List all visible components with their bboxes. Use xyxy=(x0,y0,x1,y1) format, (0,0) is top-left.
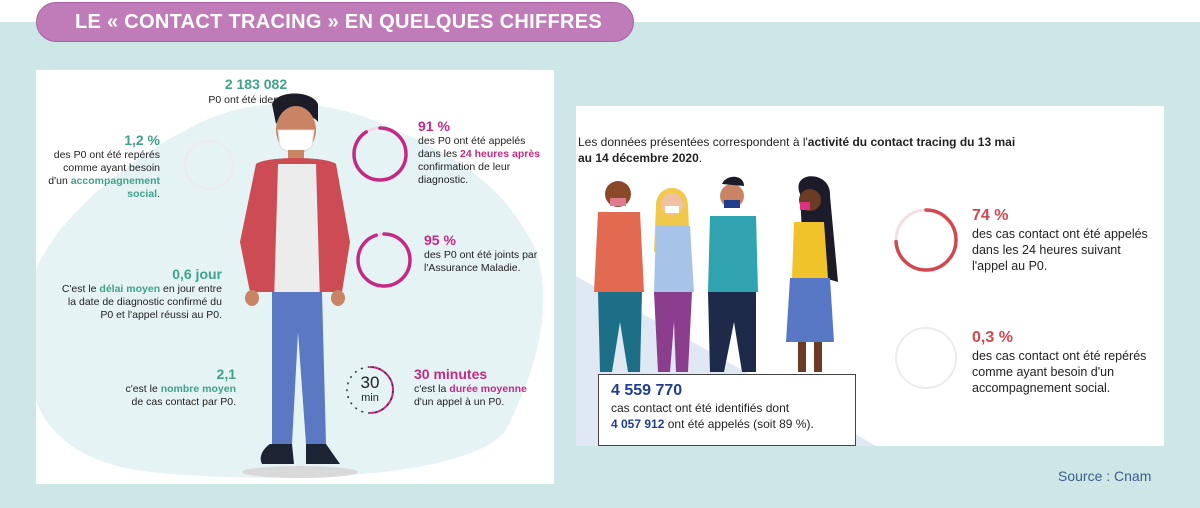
clock-number: 30 xyxy=(360,373,380,392)
joined-line2: l'Assurance Maladie. xyxy=(424,262,521,274)
contacts-called-text: ont été appelés (soit 89 %). xyxy=(664,417,814,431)
people-group-illustration xyxy=(594,176,838,372)
duration-line1: c'est la durée moyenne xyxy=(414,383,554,396)
clock-unit: min xyxy=(361,392,379,404)
contacts-identified-line2: 4 057 912 ont été appelés (soit 89 %). xyxy=(611,416,843,432)
delay-line1: C'est le délai moyen en jour entre xyxy=(38,283,222,296)
average-contacts-block: 2,1 c'est le nombre moyen de cas contact… xyxy=(66,366,236,409)
duration-line2: d'un appel à un P0. xyxy=(414,396,505,408)
joined-gauge xyxy=(356,232,412,288)
contacts-called-24h-gauge xyxy=(894,208,958,272)
contacts-called-value: 4 057 912 xyxy=(611,417,665,431)
p0-identified-text: P0 ont été identifiés. xyxy=(208,94,304,106)
delay-block: 0,6 jour C'est le délai moyen en jour en… xyxy=(38,266,222,322)
duration-line1-pre: c'est la xyxy=(414,383,450,395)
contacts-accompaniment-line1: des cas contact ont été repérés xyxy=(972,349,1147,363)
accompaniment-line1: des P0 ont été repérés xyxy=(53,149,160,161)
called-24h-value: 91 % xyxy=(418,118,450,134)
delay-line1-hl: délai moyen xyxy=(99,283,161,295)
average-contacts-line1: c'est le nombre moyen xyxy=(66,383,236,396)
contacts-called-24h-line3: l'appel au P0. xyxy=(972,259,1048,273)
called-24h-line2-hl: 24 heures après xyxy=(460,148,540,160)
called-24h-line3: confirmation de leur xyxy=(418,161,511,173)
contacts-identified-line1: cas contact ont été identifiés dont xyxy=(611,401,790,415)
person-illustration xyxy=(240,93,358,478)
accompaniment-block: 1,2 % des P0 ont été repérés comme ayant… xyxy=(42,132,160,201)
contacts-called-24h-line1: des cas contact ont été appelés xyxy=(972,227,1148,241)
contacts-accompaniment-line3: accompagnement social. xyxy=(972,381,1111,395)
intro-text: Les données présentées correspondent à l… xyxy=(578,134,1068,166)
contacts-accompaniment-line2: comme ayant besoin d'un xyxy=(972,365,1115,379)
accompaniment-line3: d'un accompagnement xyxy=(42,175,160,188)
contacts-accompaniment-block: 0,3 % des cas contact ont été repérés co… xyxy=(972,328,1162,396)
delay-value: 0,6 jour xyxy=(172,266,222,282)
accompaniment-line3-hl: accompagnement xyxy=(70,175,160,187)
accompaniment-value: 1,2 % xyxy=(124,132,160,148)
contacts-called-24h-line2: dans les 24 heures suivant xyxy=(972,243,1121,257)
intro-post: . xyxy=(698,151,703,165)
contacts-identified-value: 4 559 770 xyxy=(611,382,683,399)
accompaniment-line4: social. xyxy=(42,188,160,201)
duration-value: 30 minutes xyxy=(414,366,488,382)
average-contacts-line1-hl: nombre moyen xyxy=(160,383,236,395)
called-24h-line2: dans les 24 heures après xyxy=(418,148,554,161)
source-credit: Source : Cnam xyxy=(1058,468,1152,484)
accompaniment-gauge xyxy=(184,140,234,190)
contacts-called-24h-value: 74 % xyxy=(972,207,1009,224)
duration-line1-hl: durée moyenne xyxy=(449,383,527,395)
contacts-called-24h-block: 74 % des cas contact ont été appelés dan… xyxy=(972,206,1162,274)
average-contacts-line2: de cas contact par P0. xyxy=(131,396,236,408)
joined-line1: des P0 ont été joints par xyxy=(424,249,538,261)
left-infographic-panel: 2 183 082 P0 ont été identifiés. 1,2 % d… xyxy=(36,70,554,484)
intro-bold2: au 14 décembre 2020 xyxy=(578,151,699,165)
p0-identified-value: 2 183 082 xyxy=(224,76,288,92)
right-infographic-panel: Les données présentées correspondent à l… xyxy=(576,106,1164,446)
delay-line1-pre: C'est le xyxy=(61,283,100,295)
joined-block: 95 % des P0 ont été joints par l'Assuran… xyxy=(424,232,554,275)
delay-line1-post: en jour entre xyxy=(160,283,222,295)
called-24h-line4: diagnostic. xyxy=(418,174,469,186)
contacts-accompaniment-value: 0,3 % xyxy=(972,329,1013,346)
average-contacts-line1-pre: c'est le xyxy=(125,383,161,395)
accompaniment-line4-hl: social xyxy=(127,188,158,200)
average-contacts-value: 2,1 xyxy=(216,366,236,382)
accompaniment-line3-pre: d'un xyxy=(48,175,71,187)
clock-icon xyxy=(346,366,394,414)
accompaniment-line2: comme ayant besoin xyxy=(63,162,160,174)
joined-value: 95 % xyxy=(424,232,456,248)
called-24h-block: 91 % des P0 ont été appelés dans les 24 … xyxy=(418,118,554,187)
called-24h-line1: des P0 ont été appelés xyxy=(418,135,526,147)
intro-pre: Les données présentées correspondent à l… xyxy=(578,135,808,149)
called-24h-gauge xyxy=(352,126,408,182)
contacts-accompaniment-gauge xyxy=(895,327,957,389)
page-title: LE « CONTACT TRACING » EN QUELQUES CHIFF… xyxy=(36,2,634,42)
duration-block: 30 minutes c'est la durée moyenne d'un a… xyxy=(414,366,554,409)
intro-bold1: activité du contact tracing du 13 mai xyxy=(807,135,1016,149)
called-24h-line2-pre: dans les xyxy=(418,148,461,160)
delay-line2: la date de diagnostic confirmé du xyxy=(67,296,222,308)
contacts-identified-box: 4 559 770 cas contact ont été identifiés… xyxy=(598,374,856,446)
delay-line3: P0 et l'appel réussi au P0. xyxy=(100,309,222,321)
accompaniment-line4-post: . xyxy=(157,188,160,200)
